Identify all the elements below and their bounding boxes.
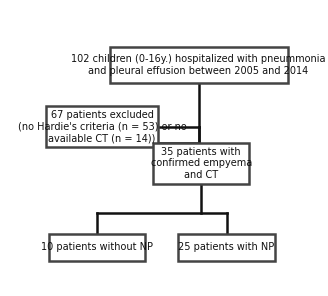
Text: 10 patients without NP: 10 patients without NP (41, 242, 153, 252)
FancyBboxPatch shape (46, 106, 158, 147)
Text: 25 patients with NP: 25 patients with NP (178, 242, 275, 252)
FancyBboxPatch shape (178, 234, 275, 261)
FancyBboxPatch shape (49, 234, 145, 261)
Text: 35 patients with
confirmed empyema
and CT: 35 patients with confirmed empyema and C… (151, 147, 252, 180)
Text: 102 children (0-16y.) hospitalized with pneummonia
and pleural effusion between : 102 children (0-16y.) hospitalized with … (72, 54, 326, 76)
Text: 67 patients excluded
(no Hardie's criteria (n = 53) or no
available CT (n = 14)): 67 patients excluded (no Hardie's criter… (18, 110, 186, 143)
FancyBboxPatch shape (153, 143, 250, 184)
FancyBboxPatch shape (110, 47, 288, 83)
